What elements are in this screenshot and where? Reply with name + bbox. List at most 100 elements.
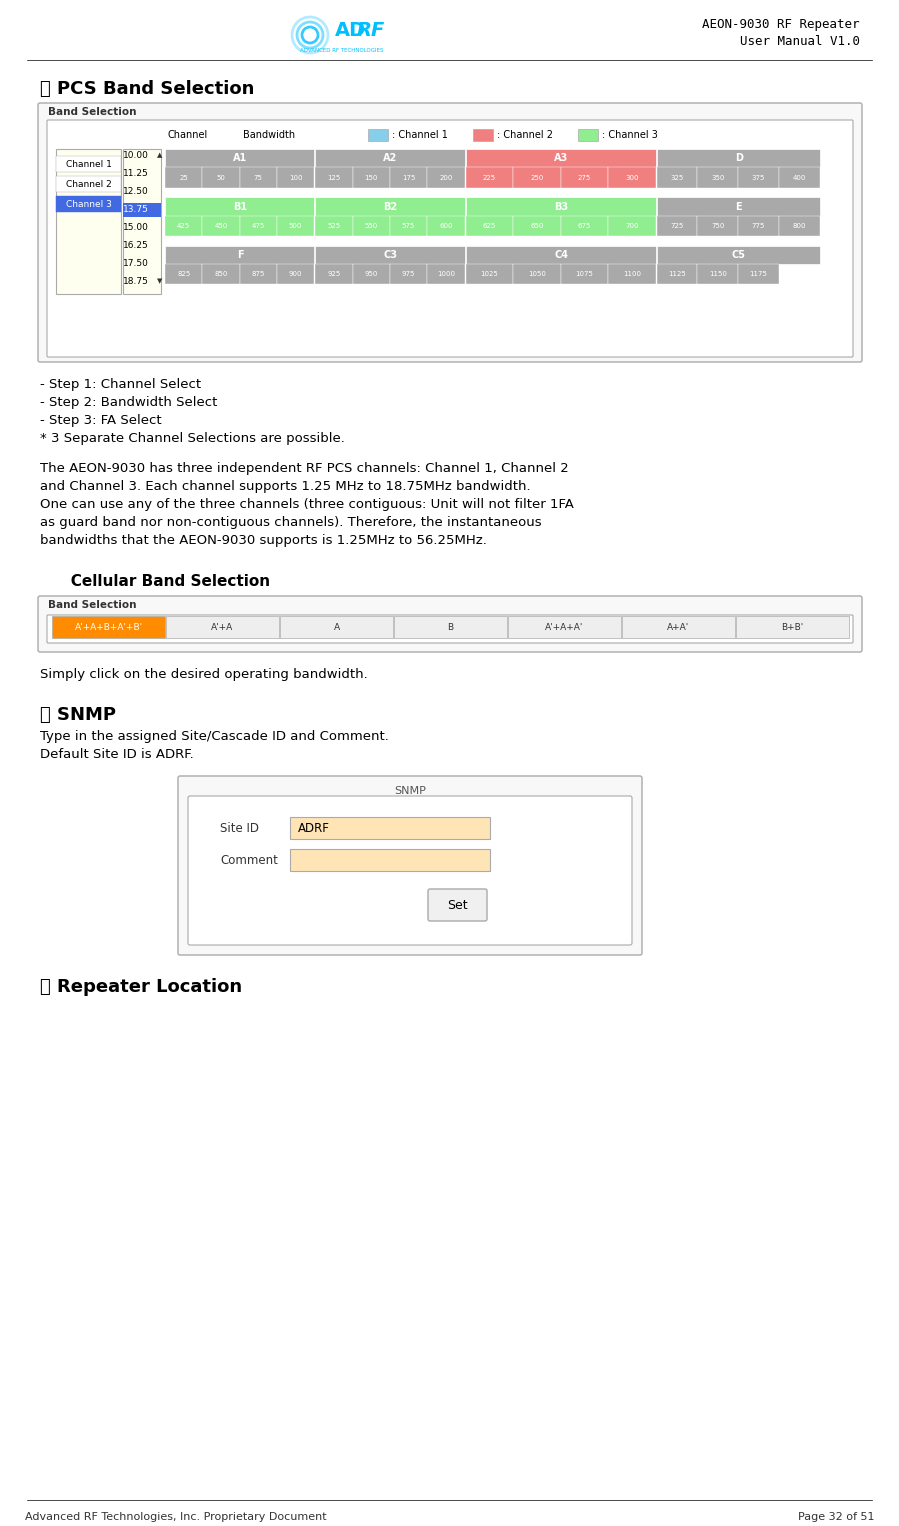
Text: 125: 125 — [327, 174, 341, 180]
Bar — [277, 264, 315, 284]
Bar — [316, 264, 352, 284]
Text: 550: 550 — [365, 223, 378, 229]
Text: Channel 3: Channel 3 — [66, 200, 111, 209]
Bar — [657, 168, 698, 188]
Bar — [609, 168, 655, 188]
FancyBboxPatch shape — [47, 615, 853, 642]
Bar — [390, 264, 427, 284]
Text: Band Selection: Band Selection — [48, 107, 137, 118]
Text: 1150: 1150 — [709, 272, 726, 278]
Bar — [290, 848, 490, 871]
Bar — [427, 264, 465, 284]
Text: Band Selection: Band Selection — [48, 600, 137, 610]
Bar — [240, 215, 277, 237]
Text: A1: A1 — [233, 153, 247, 163]
Text: One can use any of the three channels (three contiguous: Unit will not filter 1F: One can use any of the three channels (t… — [40, 497, 574, 511]
Text: 425: 425 — [177, 223, 191, 229]
Text: Cellular Band Selection: Cellular Band Selection — [55, 574, 270, 589]
Text: 700: 700 — [625, 223, 638, 229]
Text: 250: 250 — [530, 174, 544, 180]
Bar — [56, 150, 121, 295]
Bar — [622, 617, 735, 638]
Text: 18.75: 18.75 — [123, 276, 149, 285]
Text: Advanced RF Technologies, Inc. Proprietary Document: Advanced RF Technologies, Inc. Proprieta… — [25, 1512, 326, 1521]
Text: 800: 800 — [793, 223, 806, 229]
Text: : Channel 3: : Channel 3 — [602, 130, 658, 140]
Text: 300: 300 — [625, 174, 638, 180]
Text: RF: RF — [357, 20, 386, 40]
Bar — [316, 246, 465, 264]
Text: A'+A+A': A'+A+A' — [546, 623, 583, 632]
FancyBboxPatch shape — [47, 121, 853, 357]
Bar — [368, 130, 388, 140]
Text: 225: 225 — [483, 174, 496, 180]
Text: Bandwidth: Bandwidth — [243, 130, 295, 140]
Text: 350: 350 — [711, 174, 725, 180]
Text: Page 32 of 51: Page 32 of 51 — [797, 1512, 874, 1521]
Text: 900: 900 — [289, 272, 302, 278]
Text: Comment: Comment — [220, 853, 278, 867]
Bar — [56, 175, 121, 192]
Text: 825: 825 — [177, 272, 191, 278]
Text: ADRF: ADRF — [298, 821, 330, 835]
Bar — [390, 168, 427, 188]
Text: B+B': B+B' — [781, 623, 804, 632]
Text: 16.25: 16.25 — [123, 241, 149, 249]
Bar — [352, 215, 390, 237]
Text: Type in the assigned Site/Cascade ID and Comment.: Type in the assigned Site/Cascade ID and… — [40, 729, 389, 743]
Bar — [657, 150, 820, 168]
Text: B1: B1 — [233, 201, 247, 212]
Text: Channel 1: Channel 1 — [66, 160, 111, 168]
Bar — [738, 264, 779, 284]
Text: ▼: ▼ — [157, 278, 163, 284]
Text: 675: 675 — [578, 223, 592, 229]
Text: 12.50: 12.50 — [123, 186, 149, 195]
Text: E: E — [735, 201, 742, 212]
Bar — [277, 215, 315, 237]
Text: : Channel 2: : Channel 2 — [497, 130, 553, 140]
Bar — [738, 168, 779, 188]
Bar — [473, 130, 493, 140]
FancyBboxPatch shape — [178, 777, 642, 955]
Bar — [466, 264, 513, 284]
Text: 25: 25 — [179, 174, 188, 180]
Bar — [316, 150, 465, 168]
Text: 500: 500 — [289, 223, 302, 229]
Text: 625: 625 — [483, 223, 496, 229]
Text: Ⓑ SNMP: Ⓑ SNMP — [40, 707, 116, 723]
Text: 1100: 1100 — [623, 272, 641, 278]
Bar — [698, 264, 738, 284]
Text: 750: 750 — [711, 223, 725, 229]
Text: C3: C3 — [383, 250, 397, 259]
Text: : Channel 1: : Channel 1 — [392, 130, 448, 140]
Text: 925: 925 — [327, 272, 341, 278]
Text: The AEON-9030 has three independent RF PCS channels: Channel 1, Channel 2: The AEON-9030 has three independent RF P… — [40, 462, 569, 475]
Text: SNMP: SNMP — [394, 786, 426, 797]
Text: 1025: 1025 — [480, 272, 498, 278]
Bar — [513, 168, 561, 188]
Text: 600: 600 — [439, 223, 452, 229]
Text: 650: 650 — [530, 223, 544, 229]
Text: A'+A+B+A'+B': A'+A+B+A'+B' — [75, 623, 143, 632]
Bar — [779, 168, 820, 188]
Bar — [202, 168, 240, 188]
Bar — [561, 215, 609, 237]
Text: 950: 950 — [365, 272, 378, 278]
Text: D: D — [734, 153, 743, 163]
Bar — [165, 168, 202, 188]
Bar — [513, 264, 561, 284]
Text: Site ID: Site ID — [220, 821, 259, 835]
FancyBboxPatch shape — [428, 890, 487, 922]
Bar — [165, 264, 202, 284]
Bar — [240, 264, 277, 284]
Bar — [394, 617, 507, 638]
Text: 50: 50 — [217, 174, 226, 180]
Bar — [165, 197, 315, 215]
Bar — [123, 150, 161, 295]
Text: B2: B2 — [383, 201, 397, 212]
Text: Ⓐ PCS Band Selection: Ⓐ PCS Band Selection — [40, 79, 254, 98]
Bar — [427, 215, 465, 237]
Bar — [779, 215, 820, 237]
Text: 875: 875 — [252, 272, 265, 278]
FancyBboxPatch shape — [188, 797, 632, 945]
